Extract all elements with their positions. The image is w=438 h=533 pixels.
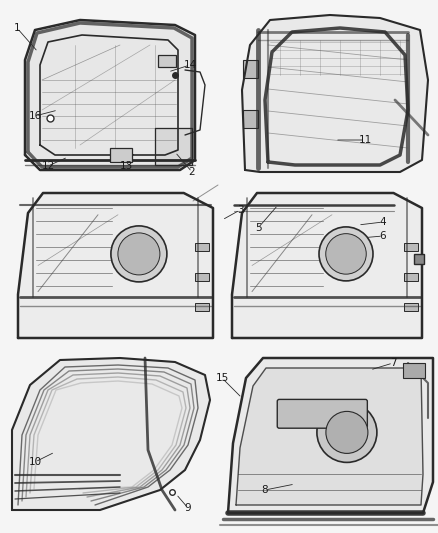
Text: 12: 12 xyxy=(41,161,55,171)
Bar xyxy=(195,243,209,251)
Bar xyxy=(243,60,258,78)
Text: 13: 13 xyxy=(120,161,133,171)
Circle shape xyxy=(326,233,366,274)
Bar xyxy=(195,303,209,311)
Bar xyxy=(110,148,132,162)
Circle shape xyxy=(317,402,377,463)
Polygon shape xyxy=(228,358,433,513)
Bar xyxy=(404,243,418,251)
FancyBboxPatch shape xyxy=(277,399,367,428)
Text: 11: 11 xyxy=(358,135,371,145)
Text: 3: 3 xyxy=(237,205,244,215)
Polygon shape xyxy=(12,358,210,510)
Circle shape xyxy=(118,233,160,275)
Text: 14: 14 xyxy=(184,60,197,70)
Polygon shape xyxy=(236,368,423,505)
Bar xyxy=(414,254,424,264)
Text: 9: 9 xyxy=(185,503,191,513)
Polygon shape xyxy=(25,20,195,170)
Bar xyxy=(158,55,176,67)
Bar xyxy=(403,363,425,378)
Polygon shape xyxy=(242,15,428,172)
Polygon shape xyxy=(18,193,213,338)
Text: 1: 1 xyxy=(14,23,20,33)
Bar xyxy=(195,273,209,281)
Text: 10: 10 xyxy=(28,457,42,467)
Bar xyxy=(404,273,418,281)
Polygon shape xyxy=(232,193,422,338)
Text: 8: 8 xyxy=(261,485,268,495)
Circle shape xyxy=(319,227,373,281)
Text: 16: 16 xyxy=(28,111,42,121)
Circle shape xyxy=(326,411,368,454)
Text: 4: 4 xyxy=(380,217,386,227)
Circle shape xyxy=(111,226,167,282)
Polygon shape xyxy=(155,128,192,165)
Text: 5: 5 xyxy=(254,223,261,233)
Text: 6: 6 xyxy=(380,231,386,241)
Text: 15: 15 xyxy=(215,373,229,383)
Text: 2: 2 xyxy=(189,167,195,177)
Bar xyxy=(243,110,258,128)
Text: 7: 7 xyxy=(390,358,396,368)
Bar xyxy=(404,303,418,311)
